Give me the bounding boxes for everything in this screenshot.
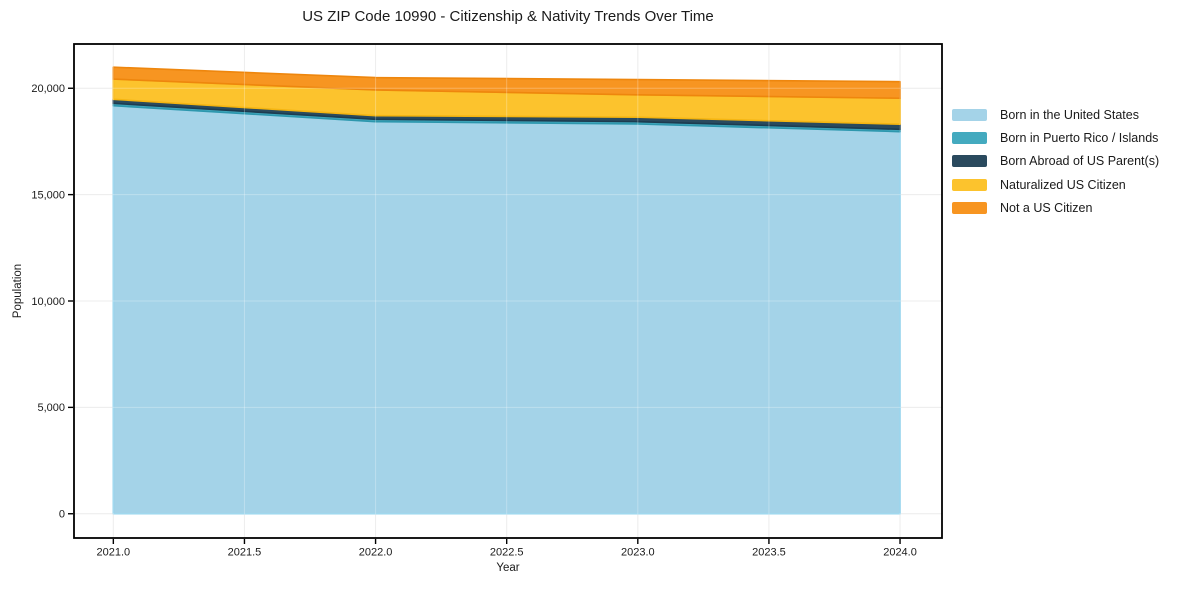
y-tick-label: 0 bbox=[59, 509, 65, 521]
y-tick-label: 5,000 bbox=[37, 402, 65, 414]
y-tick-label: 15,000 bbox=[31, 189, 65, 201]
legend-swatch bbox=[952, 108, 987, 121]
legend-swatch bbox=[952, 201, 987, 214]
legend-label: Born Abroad of US Parent(s) bbox=[1000, 154, 1160, 169]
legend-item: Not a US Citizen bbox=[952, 196, 1159, 219]
x-tick-label: 2022.5 bbox=[490, 547, 524, 559]
areas bbox=[112, 66, 901, 515]
legend-swatch bbox=[952, 155, 987, 168]
x-axis-label: Year bbox=[496, 562, 520, 574]
chart-title: US ZIP Code 10990 - Citizenship & Nativi… bbox=[302, 8, 714, 25]
legend-swatch bbox=[952, 178, 987, 191]
x-tick-label: 2024.0 bbox=[883, 547, 917, 559]
y-tick-label: 20,000 bbox=[31, 83, 65, 95]
legend: Born in the United States Born in Puerto… bbox=[952, 103, 1159, 219]
legend-label: Not a US Citizen bbox=[1000, 200, 1093, 215]
legend-item: Born in the United States bbox=[952, 103, 1159, 126]
x-tick-label: 2022.0 bbox=[359, 547, 393, 559]
plot-border bbox=[73, 43, 943, 539]
legend-label: Born in the United States bbox=[1000, 107, 1139, 122]
legend-swatch bbox=[952, 131, 987, 144]
x-tick-label: 2021.5 bbox=[228, 547, 262, 559]
x-tick-label: 2023.5 bbox=[752, 547, 786, 559]
legend-label: Born in Puerto Rico / Islands bbox=[1000, 130, 1159, 145]
gridlines-overlay bbox=[74, 44, 942, 538]
y-axis-label: Population bbox=[12, 263, 24, 319]
y-tick-label: 10,000 bbox=[31, 296, 65, 308]
x-tick-label: 2021.0 bbox=[97, 547, 131, 559]
x-tick-label: 2023.0 bbox=[621, 547, 655, 559]
legend-item: Naturalized US Citizen bbox=[952, 173, 1159, 196]
y-axis: 0 5,000 10,000 15,000 20,000 bbox=[31, 83, 74, 521]
legend-label: Naturalized US Citizen bbox=[1000, 177, 1126, 192]
legend-item: Born in Puerto Rico / Islands bbox=[952, 126, 1159, 149]
area-not-a-us-citizen bbox=[112, 66, 901, 100]
x-axis: 2021.0 2021.5 2022.0 2022.5 2023.0 2023.5 2024… bbox=[97, 538, 917, 559]
legend-item: Born Abroad of US Parent(s) bbox=[952, 150, 1159, 173]
